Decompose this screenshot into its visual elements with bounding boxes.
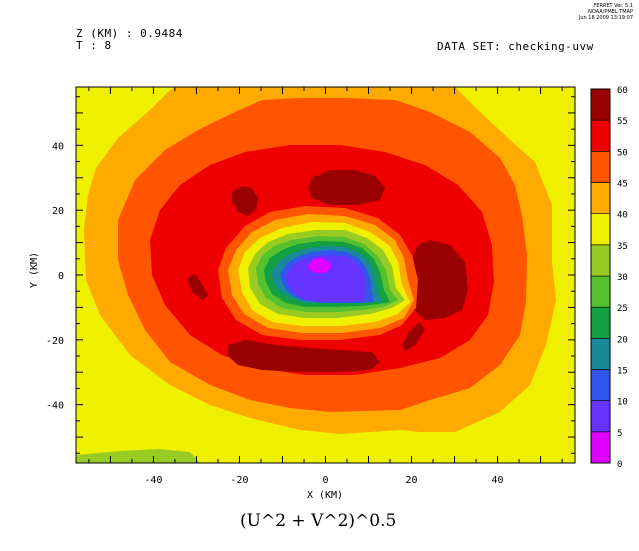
colorbar-swatch xyxy=(590,213,611,246)
x-tick-label: 20 xyxy=(406,475,418,486)
ferret-line: NOAA/PMEL TMAP xyxy=(588,9,633,15)
colorbar-swatch xyxy=(590,244,611,277)
colorbar-label: 0 xyxy=(617,460,622,470)
contour-level-55-60 xyxy=(308,170,385,205)
x-axis-label: X (KM) xyxy=(307,490,343,501)
x-axis: -40 -20 0 20 40 xyxy=(88,87,563,486)
colorbar-frame xyxy=(590,88,611,464)
x-tick-label: -20 xyxy=(230,475,248,486)
x-tick-label: 0 xyxy=(322,475,328,486)
contour-level-55-60 xyxy=(410,240,468,320)
colorbar-swatch xyxy=(590,119,611,152)
colorbar-label: 15 xyxy=(617,367,628,377)
contour-level-55-60 xyxy=(402,322,425,352)
colorbar-label: 35 xyxy=(617,242,628,252)
colorbar-label: 45 xyxy=(617,180,628,190)
ferret-line: Jun 18 2009 13:19:07 xyxy=(578,15,633,21)
colorbar-swatch xyxy=(590,182,611,214)
colorbar-swatch xyxy=(590,400,611,433)
y-tick-label: 20 xyxy=(52,206,64,217)
contour-level-25-30 xyxy=(76,449,200,463)
y-tick-label: -20 xyxy=(46,336,64,347)
contour-level-below-0 xyxy=(308,258,331,273)
z-level-label: Z (KM) : 0.9484 xyxy=(76,27,183,40)
colorbar-label: 60 xyxy=(617,86,628,96)
chart-title: (U^2 + V^2)^0.5 xyxy=(240,511,397,531)
colorbar-swatch xyxy=(590,369,611,401)
x-tick-label: -40 xyxy=(144,475,162,486)
y-axis: -40 -20 0 20 40 xyxy=(46,96,575,454)
y-axis-label: Y (KM) xyxy=(29,252,40,288)
contour-level-55-60 xyxy=(187,274,208,300)
colorbar-label: 5 xyxy=(617,429,622,439)
contour-level-0-5 xyxy=(286,255,366,302)
colorbar-label: 25 xyxy=(617,304,628,314)
colorbar-label: 55 xyxy=(617,117,628,127)
ferret-stamp: FERRET Ver. 5.1 NOAA/PMEL TMAP Jun 18 20… xyxy=(579,3,633,21)
y-tick-label: 40 xyxy=(52,141,64,152)
colorbar-swatch xyxy=(590,88,611,121)
colorbar-label: 10 xyxy=(617,398,628,408)
colorbar-swatch xyxy=(590,431,611,464)
colorbar: 0 5 10 15 20 25 30 35 40 45 50 55 60 xyxy=(590,86,628,470)
colorbar-label: 50 xyxy=(617,148,628,158)
time-label: T : 8 xyxy=(76,39,112,52)
colorbar-label: 20 xyxy=(617,335,628,345)
y-tick-label: 0 xyxy=(58,271,64,282)
ferret-line: FERRET Ver. 5.1 xyxy=(593,3,633,9)
contour-level-55-60 xyxy=(232,186,258,216)
dataset-label: DATA SET: checking-uvw xyxy=(437,40,594,53)
contour-level-55-60 xyxy=(228,340,380,372)
contour-field xyxy=(76,87,575,463)
x-tick-label: 40 xyxy=(492,475,504,486)
colorbar-label: 40 xyxy=(617,211,628,221)
colorbar-swatch xyxy=(590,338,611,370)
colorbar-swatch xyxy=(590,151,611,183)
colorbar-swatch xyxy=(590,275,611,308)
colorbar-swatch xyxy=(590,306,611,339)
colorbar-label: 30 xyxy=(617,273,628,283)
y-tick-label: -40 xyxy=(46,401,64,412)
